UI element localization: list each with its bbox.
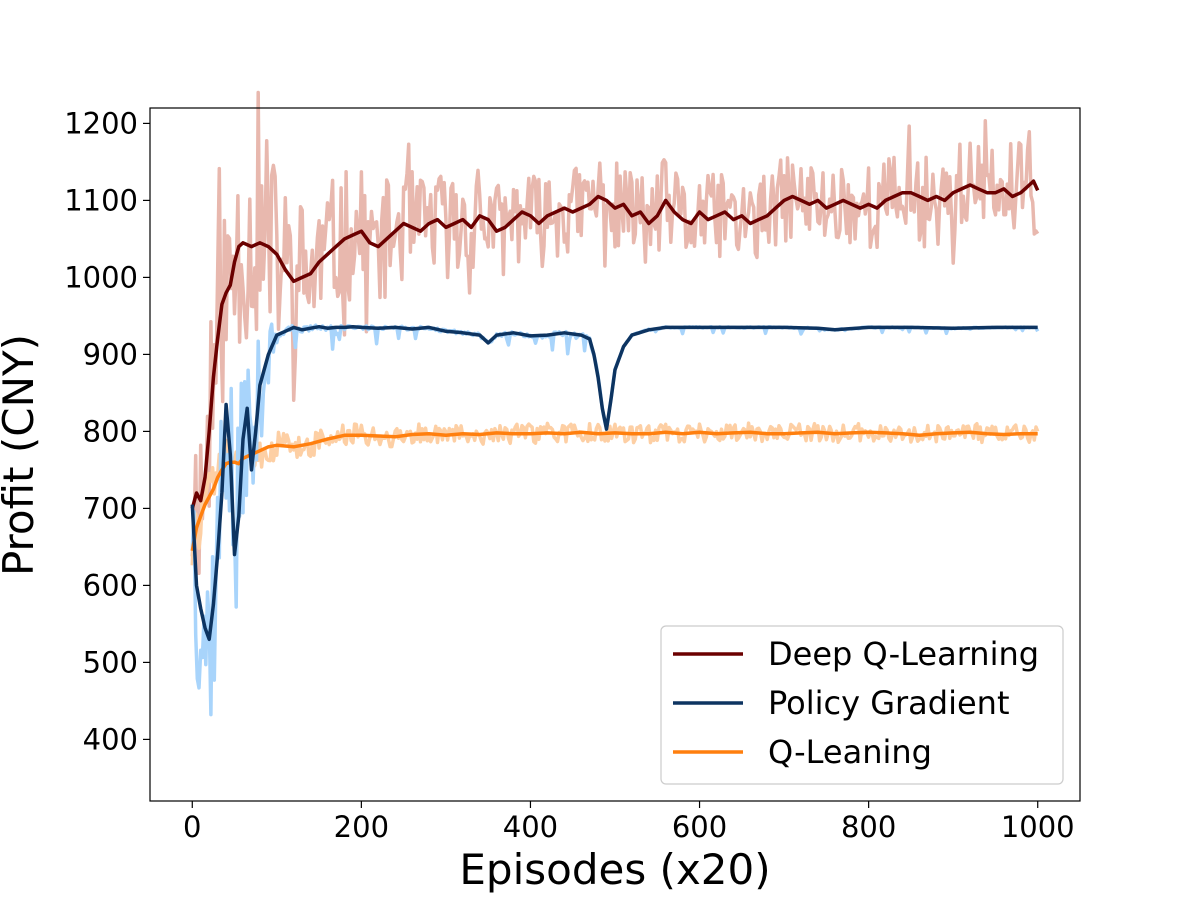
y-axis-label: Profit (CNY): [0, 334, 43, 576]
y-tick-label: 1000: [64, 260, 138, 294]
x-tick-label: 1000: [1001, 810, 1075, 844]
legend-label-dql: Deep Q-Learning: [768, 635, 1039, 673]
y-tick-label: 900: [83, 337, 138, 371]
legend: Deep Q-Learning Policy Gradient Q-Leaning: [660, 625, 1064, 785]
raw-series-line-dql: [190, 90, 1040, 576]
legend-label-ql: Q-Leaning: [768, 733, 932, 771]
y-tick-label: 500: [83, 645, 138, 679]
x-axis-label: Episodes (x20): [459, 845, 770, 894]
x-tick-label: 600: [672, 810, 727, 844]
x-tick-label: 400: [503, 810, 558, 844]
legend-entries: Deep Q-Learning Policy Gradient Q-Leaning: [673, 635, 1039, 771]
y-tick-label: 700: [83, 491, 138, 525]
y-tick-label: 1200: [64, 106, 138, 140]
x-tick-label: 800: [841, 810, 896, 844]
legend-label-pg: Policy Gradient: [768, 684, 1010, 722]
legend-box: [660, 625, 1064, 785]
x-tick-label: 0: [183, 810, 201, 844]
y-tick-label: 1100: [64, 183, 138, 217]
y-tick-label: 400: [83, 722, 138, 756]
y-tick-label: 800: [83, 414, 138, 448]
y-axis: 400 500 600 700 800 900 1000 1100 1200: [64, 106, 150, 756]
smoothed-series-line-ql: [190, 430, 1038, 552]
smoothed-series-layer: [190, 179, 1040, 642]
smoothed-series-line-pg: [190, 324, 1038, 642]
smoothed-series-line-dql: [190, 179, 1040, 509]
y-tick-label: 600: [83, 568, 138, 602]
x-tick-label: 200: [334, 810, 389, 844]
plot-frame: [149, 107, 1081, 802]
x-axis: 0 200 400 600 800 1000: [183, 801, 1075, 844]
